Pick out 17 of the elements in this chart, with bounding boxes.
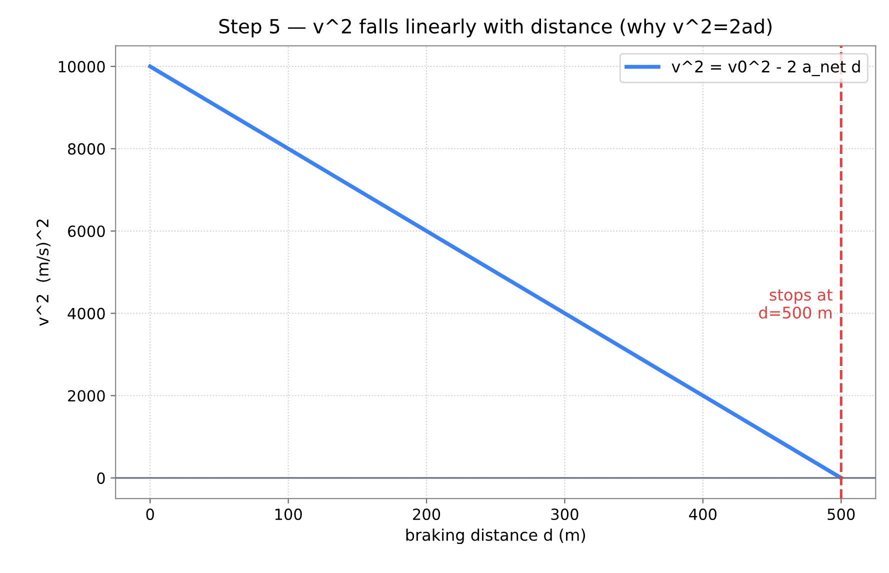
ref-line-label: stops at d=500 m xyxy=(759,289,832,319)
x-axis-title: braking distance d (m) xyxy=(406,528,585,544)
x-tick-label: 100 xyxy=(275,508,302,520)
y-tick-label: 2000 xyxy=(68,390,105,402)
y-tick-label: 8000 xyxy=(68,143,105,155)
x-tick-label: 200 xyxy=(413,508,440,520)
x-tick-label: 300 xyxy=(551,508,578,520)
chart-title: Step 5 — v^2 falls linearly with distance (why v^2=2ad) xyxy=(219,18,772,38)
x-tick-label: 500 xyxy=(828,508,855,520)
y-tick-label: 4000 xyxy=(68,308,105,320)
y-axis-title: v^2 (m/s)^2 xyxy=(36,220,50,326)
legend-label: v^2 = v0^2 - 2 a_net d xyxy=(672,60,860,76)
x-tick-label: 400 xyxy=(689,508,716,520)
y-tick-label: 10000 xyxy=(58,60,105,72)
x-tick-label: 0 xyxy=(146,508,154,520)
y-tick-label: 0 xyxy=(97,472,105,484)
y-tick-label: 6000 xyxy=(68,225,105,238)
